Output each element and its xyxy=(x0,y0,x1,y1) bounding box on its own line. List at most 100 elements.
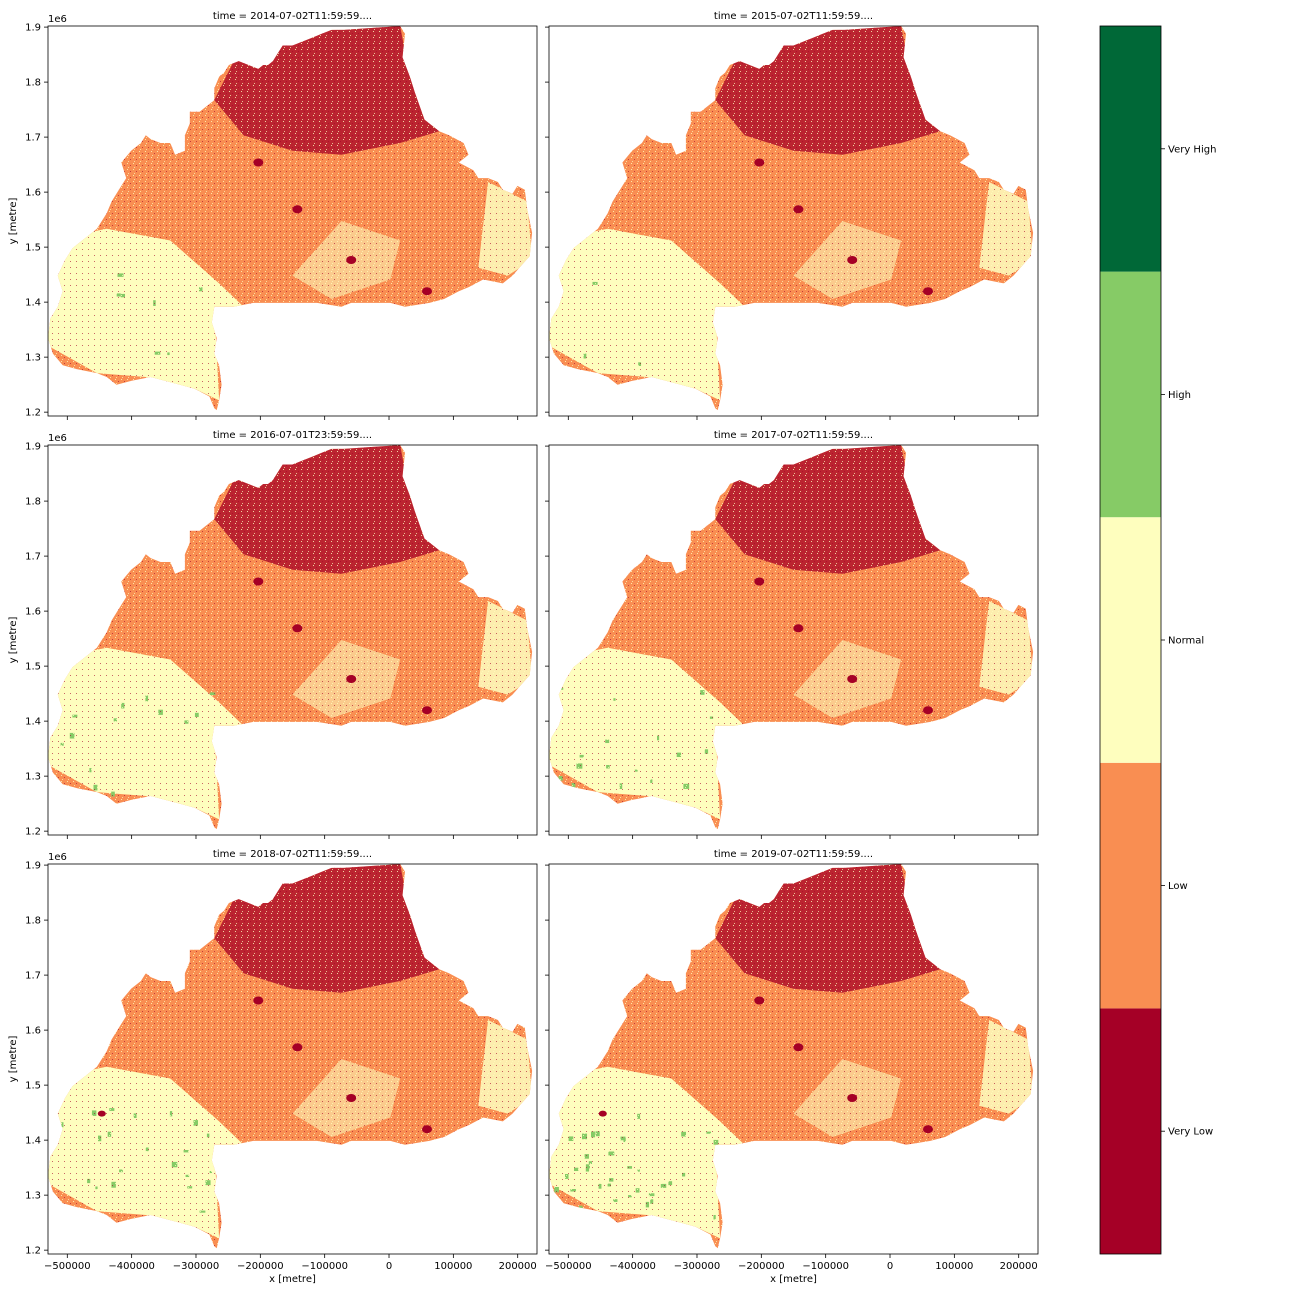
y-tick-label: 1.2 xyxy=(25,408,41,419)
map-panel: time = 2018-07-02T11:59:59.... −500000 −40… xyxy=(8,849,538,1285)
y-tick-label: 1.2 xyxy=(25,827,41,838)
x-tick-label: −400000 xyxy=(609,1261,656,1272)
map-panel: time = 2014-07-02T11:59:59.... 1.2 1.3 1.4 1… xyxy=(8,11,538,420)
axes-frame xyxy=(47,863,538,1255)
colorbar-label: High xyxy=(1168,390,1191,401)
map-panel: time = 2016-07-01T23:59:59.... 1.2 1.3 1.4 1… xyxy=(8,430,538,839)
panel-title: time = 2018-07-02T11:59:59.... xyxy=(213,849,372,860)
x-tick-label: −500000 xyxy=(545,1261,592,1272)
y-tick-label: 1.8 xyxy=(25,78,41,89)
very-low-spot xyxy=(793,205,804,214)
x-tick-label: −300000 xyxy=(173,1261,220,1272)
y-tick-label: 1.6 xyxy=(25,607,41,618)
very-low-spot xyxy=(346,675,357,683)
x-axis-label: x [metre] xyxy=(269,1274,316,1285)
very-low-spot xyxy=(754,158,765,167)
x-tick-label: −400000 xyxy=(108,1261,155,1272)
y-tick-label: 1.7 xyxy=(25,971,41,982)
y-tick-label: 1.9 xyxy=(25,442,41,453)
x-tick-label: −200000 xyxy=(237,1261,284,1272)
colorbar-label: Very Low xyxy=(1168,1127,1213,1138)
panel-title: time = 2019-07-02T11:59:59.... xyxy=(714,849,873,860)
very-low-spot xyxy=(923,706,933,715)
x-tick-label: −300000 xyxy=(674,1261,721,1272)
axes-frame xyxy=(47,25,538,417)
y-tick-label: 1.2 xyxy=(25,1246,41,1257)
y-tick-label: 1.5 xyxy=(25,662,41,673)
y-tick-label: 1.4 xyxy=(25,1136,41,1147)
x-tick-label: −500000 xyxy=(44,1261,91,1272)
x-tick-label: 100000 xyxy=(434,1261,472,1272)
y-offset-label: 1e6 xyxy=(48,14,67,25)
axes-frame xyxy=(47,444,538,836)
very-low-spot xyxy=(754,996,765,1005)
axes-frame xyxy=(548,444,1039,836)
y-tick-label: 1.7 xyxy=(25,552,41,563)
y-tick-label: 1.7 xyxy=(25,133,41,144)
very-low-spot xyxy=(422,706,432,715)
very-low-spot xyxy=(793,624,804,633)
very-low-spot xyxy=(923,287,933,296)
x-tick-label: −100000 xyxy=(301,1261,348,1272)
axes-frame xyxy=(548,25,1039,417)
colorbar-segment xyxy=(1100,1008,1161,1254)
panel-title: time = 2016-07-01T23:59:59.... xyxy=(213,430,372,441)
panel-title: time = 2017-07-02T11:59:59.... xyxy=(714,430,873,441)
colorbar-frame xyxy=(1099,25,1162,1255)
y-axis-label: y [metre] xyxy=(8,1036,19,1083)
colorbar-segment xyxy=(1100,271,1161,518)
y-tick-label: 1.8 xyxy=(25,916,41,927)
y-tick-label: 1.3 xyxy=(25,1191,41,1202)
map-panel: time = 2015-07-02T11:59:59.... xyxy=(545,11,1039,420)
y-tick-label: 1.9 xyxy=(25,23,41,34)
x-tick-label: 200000 xyxy=(499,1261,537,1272)
y-tick-label: 1.6 xyxy=(25,1026,41,1037)
y-offset-label: 1e6 xyxy=(48,852,67,863)
y-tick-label: 1.6 xyxy=(25,188,41,199)
x-tick-label: −200000 xyxy=(738,1261,785,1272)
colorbar-segment xyxy=(1100,517,1161,763)
very-low-spot xyxy=(923,1125,933,1134)
very-low-spot xyxy=(422,287,432,296)
y-axis-label: y [metre] xyxy=(8,617,19,664)
very-low-spot xyxy=(847,675,858,683)
x-tick-label: 0 xyxy=(386,1261,392,1272)
colorbar-label: Normal xyxy=(1168,636,1204,647)
axes-frame xyxy=(548,863,1039,1255)
colorbar-label: Very High xyxy=(1168,144,1216,155)
colorbar-segment xyxy=(1100,762,1161,1009)
y-tick-label: 1.5 xyxy=(25,1081,41,1092)
map-panel: time = 2019-07-02T11:59:59.... −500000 −40… xyxy=(545,849,1039,1285)
very-low-spot xyxy=(97,1110,106,1117)
y-axis-label: y [metre] xyxy=(8,198,19,245)
panel-title: time = 2015-07-02T11:59:59.... xyxy=(714,11,873,22)
very-low-spot xyxy=(346,256,357,264)
very-low-spot xyxy=(253,996,264,1005)
x-tick-label: −100000 xyxy=(802,1261,849,1272)
very-low-spot xyxy=(253,577,264,586)
very-low-spot xyxy=(292,205,303,214)
very-low-spot xyxy=(847,256,858,264)
very-low-spot xyxy=(793,1043,804,1052)
map-panel: time = 2017-07-02T11:59:59.... xyxy=(545,430,1039,839)
colorbar-segment xyxy=(1100,26,1161,272)
colorbar: Very Low Low Normal High Very High xyxy=(1099,25,1216,1255)
colorbar-label: Low xyxy=(1168,881,1188,892)
y-tick-label: 1.4 xyxy=(25,298,41,309)
very-low-spot xyxy=(346,1094,357,1102)
very-low-spot xyxy=(847,1094,858,1102)
very-low-spot xyxy=(292,1043,303,1052)
very-low-spot xyxy=(422,1125,432,1134)
panel-title: time = 2014-07-02T11:59:59.... xyxy=(213,11,372,22)
y-tick-label: 1.3 xyxy=(25,772,41,783)
x-tick-label: 100000 xyxy=(935,1261,973,1272)
x-tick-label: 200000 xyxy=(1000,1261,1038,1272)
very-low-spot xyxy=(292,624,303,633)
y-tick-label: 1.9 xyxy=(25,861,41,872)
very-low-spot xyxy=(598,1110,607,1117)
x-axis-label: x [metre] xyxy=(770,1274,817,1285)
x-tick-label: 0 xyxy=(887,1261,893,1272)
y-tick-label: 1.8 xyxy=(25,497,41,508)
very-low-spot xyxy=(253,158,264,167)
